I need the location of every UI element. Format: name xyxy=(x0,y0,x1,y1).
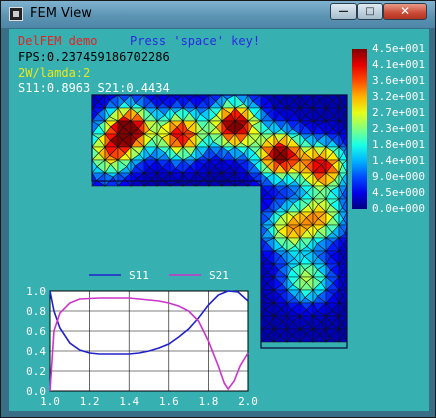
colorbar-tick-label: 2.7e+001 xyxy=(372,106,425,119)
legend-label-s11: S11 xyxy=(129,269,149,282)
fps-label: FPS:0.237459186702286 xyxy=(18,50,170,64)
render-canvas[interactable]: DelFEM demo Press 'space' key! FPS:0.237… xyxy=(9,29,429,411)
colorbar-tick-label: 9.0e+000 xyxy=(372,170,425,183)
title-bar[interactable]: FEM View — □ ✕ xyxy=(1,1,435,28)
series-line-s11 xyxy=(49,290,249,355)
close-button[interactable]: ✕ xyxy=(383,3,427,20)
colorbar-tick-label: 3.2e+001 xyxy=(372,90,425,103)
demo-label: DelFEM demo xyxy=(18,34,98,48)
x-tick-label: 1.4 xyxy=(119,395,139,408)
hint-label: Press 'space' key! xyxy=(130,34,261,48)
colorbar-tick-label: 0.0e+000 xyxy=(372,202,425,215)
y-tick-label: 0.0 xyxy=(26,385,46,398)
x-tick-label: 2.0 xyxy=(238,395,258,408)
plot-area xyxy=(49,290,249,392)
y-tick-label: 1.0 xyxy=(26,285,46,298)
minimize-button[interactable]: — xyxy=(330,3,357,20)
colorbar-tick-label: 4.5e+001 xyxy=(372,42,425,55)
colorbar-tick-label: 1.8e+001 xyxy=(372,138,425,151)
y-tick-label: 0.4 xyxy=(26,345,46,358)
x-tick-label: 1.2 xyxy=(80,395,100,408)
y-tick-label: 0.8 xyxy=(26,305,46,318)
y-tick-label: 0.6 xyxy=(26,325,46,338)
fem-mesh-view xyxy=(91,94,348,349)
colorbar-tick-label: 2.3e+001 xyxy=(372,122,425,135)
waveguide-outline xyxy=(91,94,348,349)
app-icon xyxy=(9,7,23,21)
mesh-field xyxy=(91,94,348,344)
x-tick-label: 1.0 xyxy=(40,395,60,408)
maximize-button[interactable]: □ xyxy=(357,3,383,20)
colorbar-tick-label: 4.5e+000 xyxy=(372,186,425,199)
colorbar-tick-label: 4.1e+001 xyxy=(372,58,425,71)
legend-label-s21: S21 xyxy=(209,269,229,282)
colorbar-tick-label: 3.6e+001 xyxy=(372,74,425,87)
colorbar xyxy=(352,49,367,209)
window-title: FEM View xyxy=(30,6,92,21)
y-tick-label: 0.2 xyxy=(26,365,46,378)
colorbar-tick-label: 1.4e+001 xyxy=(372,154,425,167)
series-line-s21 xyxy=(49,297,249,392)
x-tick-label: 1.8 xyxy=(198,395,218,408)
x-tick-label: 1.6 xyxy=(159,395,179,408)
s-parameter-chart: 1.0 1.2 1.4 1.6 1.8 2.0 0.0 0.2 0.4 0.6 0.8 1.0 S11 S… xyxy=(26,269,258,408)
param-label: 2W/lamda:2 xyxy=(18,66,91,80)
sparam-label: S11:0.8963 S21:0.4434 xyxy=(18,81,170,95)
